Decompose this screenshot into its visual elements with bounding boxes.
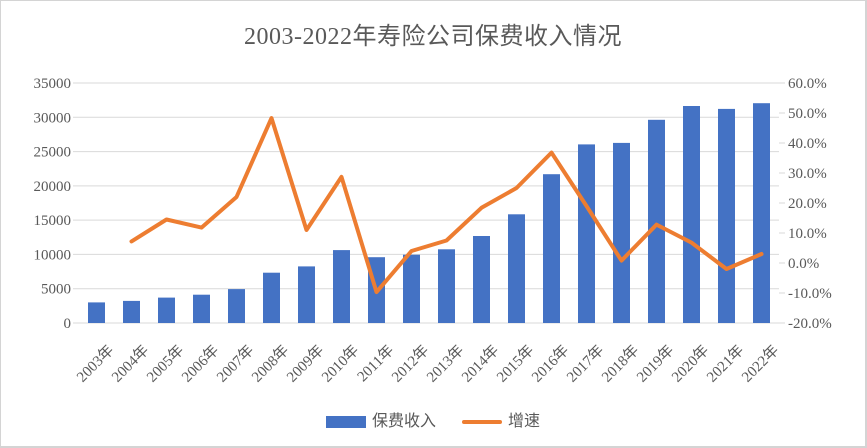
left-axis-tick-label: 35000 [34,76,72,92]
x-axis-label-2004年: 2004年 [108,342,152,386]
bar-2013年 [438,249,455,323]
x-axis-label-2017年: 2017年 [563,342,607,386]
x-axis-label-2010年: 2010年 [318,342,362,386]
bar-2012年 [403,254,420,323]
x-axis-label-2022年: 2022年 [738,342,782,386]
x-axis-label-2018年: 2018年 [598,342,642,386]
premium-series-swatch [325,416,366,428]
x-axis-label-2007年: 2007年 [213,342,257,386]
bar-2003年 [88,302,105,323]
right-axis-tick-label: 20.0% [788,196,827,212]
left-axis-tick-label: 10000 [34,247,72,263]
x-axis-label-2019年: 2019年 [633,342,677,386]
x-axis-label-2020年: 2020年 [668,342,712,386]
x-axis-label-2015年: 2015年 [493,342,537,386]
right-axis-tick-label: 30.0% [788,166,827,182]
bar-2021年 [718,108,735,324]
x-axis-label-2006年: 2006年 [178,342,222,386]
growth-line [129,116,764,295]
x-axis-label-2009年: 2009年 [283,342,327,386]
bar-2020年 [683,106,700,323]
bar-2008年 [263,272,280,323]
bar-2022年 [753,103,770,323]
bar-2006年 [193,294,210,323]
bar-2005年 [158,297,175,323]
right-axis-tick-label: 60.0% [788,76,827,92]
x-axis-label-2016年: 2016年 [528,342,572,386]
x-axis-label-2008年: 2008年 [248,342,292,386]
x-axis-label-2021年: 2021年 [703,342,747,386]
right-axis-tick-label: -20.0% [788,316,832,332]
bar-2016年 [543,174,560,323]
x-axis-label-2013年: 2013年 [423,342,467,386]
bar-2019年 [648,119,665,323]
left-axis-tick-label: 25000 [34,145,72,161]
bar-2010年 [333,250,350,323]
bar-2004年 [123,300,140,323]
left-axis-tick-label: 20000 [34,179,72,195]
right-axis-tick-label: 40.0% [788,136,827,152]
bar-2014年 [473,236,490,323]
legend: 保费收入 增速 [1,409,865,435]
x-axis-label-2005年: 2005年 [143,342,187,386]
x-axis-label-2003年: 2003年 [73,342,117,386]
legend-item-premium: 保费收入 [325,413,436,430]
bar-2018年 [613,142,630,323]
bar-2009年 [298,266,315,323]
left-axis-tick-label: 5000 [41,282,71,298]
right-axis-tick-label: 50.0% [788,106,827,122]
right-axis-tick-label: 10.0% [788,226,827,242]
chart-title: 2003-2022年寿险公司保费收入情况 [244,24,622,50]
bar-2007年 [228,289,245,323]
x-axis-label-2011年: 2011年 [354,342,397,385]
right-axis-tick-label: 0.0% [788,256,819,272]
legend-item-growth: 增速 [462,414,540,430]
bar-2017年 [578,144,595,323]
left-axis-tick-label: 15000 [34,213,72,229]
left-axis-tick-label: 0 [64,316,72,332]
premium-legend-label: 保费收入 [371,413,436,430]
x-axis-label-2014年: 2014年 [458,342,502,386]
growth-series-swatch [462,420,502,424]
growth-legend-label: 增速 [508,413,541,430]
left-axis-tick-label: 30000 [34,110,72,126]
x-axis-label-2012年: 2012年 [388,342,432,386]
bar-2015年 [508,214,525,323]
right-axis-tick-label: -10.0% [788,286,832,302]
